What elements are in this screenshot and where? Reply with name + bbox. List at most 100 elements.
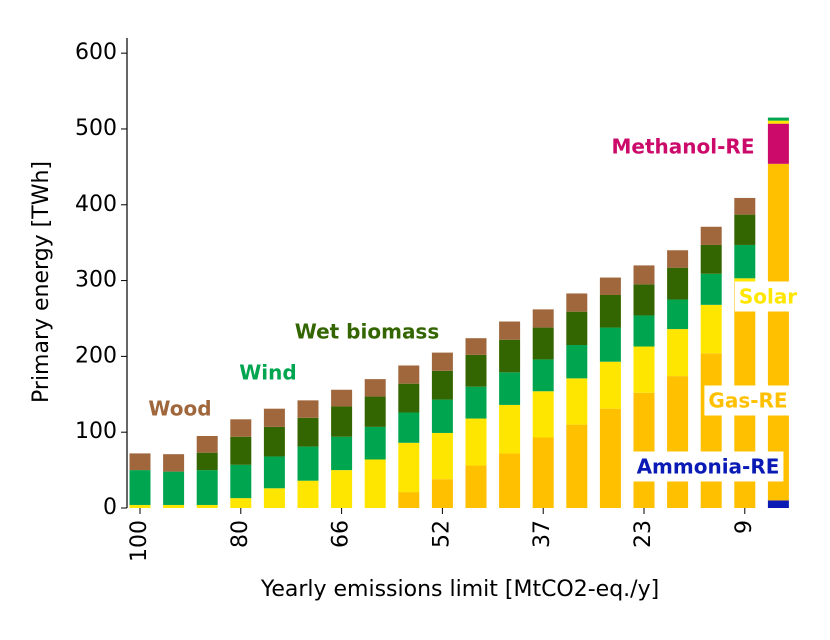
bar-segment: [196, 435, 218, 453]
bar-segment: [700, 304, 722, 354]
bar-segment: [129, 453, 151, 471]
y-tick-label: 0: [103, 495, 117, 520]
series-label-text: Methanol-RE: [612, 135, 755, 159]
bar-segment: [230, 419, 252, 437]
bar-segment: [532, 359, 554, 392]
bar-segment: [667, 250, 689, 268]
bar-segment: [431, 432, 453, 480]
bar-segment: [700, 353, 722, 508]
bar-segment: [767, 163, 789, 501]
bar-segment: [331, 470, 353, 508]
series-label-text: Solar: [739, 285, 797, 309]
bar-segment: [364, 426, 386, 460]
bar-segment: [263, 488, 285, 508]
bar-segment: [431, 352, 453, 371]
bar-segment: [499, 339, 521, 373]
bar-segment: [263, 456, 285, 489]
bar-segment: [431, 399, 453, 433]
series-label-text: Gas-RE: [708, 389, 787, 413]
bar-segment: [398, 365, 420, 384]
bar-segment: [163, 454, 185, 472]
x-tick-label: 52: [429, 520, 454, 548]
bar-segment: [633, 392, 655, 508]
bar-segment: [599, 408, 621, 508]
series-label: Ammonia-RE: [632, 451, 784, 482]
bar-segment: [465, 338, 487, 355]
x-tick-label: 100: [127, 520, 152, 562]
bar-segment: [767, 500, 789, 508]
bar-segment: [398, 412, 420, 443]
label-background: [704, 385, 792, 416]
y-tick-label: 400: [75, 192, 117, 217]
bar-segment: [667, 376, 689, 508]
bar-segment: [163, 504, 185, 508]
label-background: [290, 316, 444, 347]
series-label: Solar: [734, 281, 802, 312]
bar-segment: [667, 267, 689, 300]
series-label: Wind: [235, 357, 301, 388]
bar-segment: [734, 278, 756, 283]
bar-segment: [465, 465, 487, 508]
bar-segment: [297, 400, 319, 418]
y-tick-label: 600: [75, 40, 117, 65]
bar-segment: [633, 315, 655, 347]
bar-segment: [297, 446, 319, 481]
bar-segment: [599, 361, 621, 409]
label-background: [144, 393, 216, 424]
x-tick-label: 23: [631, 520, 656, 548]
x-axis-label: Yearly emissions limit [MtCO2-eq./y]: [260, 577, 659, 602]
bar-segment: [532, 309, 554, 328]
bar-segment: [364, 459, 386, 508]
bar-segment: [263, 408, 285, 427]
bar-segment: [499, 372, 521, 405]
bar-segment: [364, 379, 386, 397]
bar-segment: [599, 277, 621, 295]
x-tick-label: 37: [530, 520, 555, 548]
series-label-text: Wind: [239, 361, 296, 385]
bar-segment: [734, 197, 756, 215]
bar-segment: [431, 479, 453, 508]
y-tick-label: 300: [75, 268, 117, 293]
bar-segment: [364, 396, 386, 427]
bar-segment: [230, 436, 252, 465]
bar-segment: [129, 470, 151, 505]
bar-segment: [566, 378, 588, 425]
bar-segment: [331, 436, 353, 471]
series-label: Methanol-RE: [607, 131, 759, 162]
bar-segment: [196, 452, 218, 471]
x-tick-label: 80: [228, 520, 253, 548]
bar-segment: [566, 424, 588, 508]
bar-segment: [196, 470, 218, 505]
bar-segment: [633, 346, 655, 393]
bar-segment: [230, 464, 252, 499]
bar-segment: [532, 327, 554, 360]
bar-segment: [767, 123, 789, 164]
bar-segment: [129, 504, 151, 508]
bar-segment: [566, 311, 588, 346]
label-background: [235, 357, 301, 388]
label-background: [734, 281, 802, 312]
bar-segment: [499, 404, 521, 454]
bar-segment: [767, 117, 789, 121]
x-tick-label: 9: [732, 520, 757, 534]
bar-segment: [499, 321, 521, 340]
bar-segment: [465, 418, 487, 466]
y-axis-label: Primary energy [TWh]: [29, 161, 54, 403]
bar-segment: [532, 437, 554, 508]
bar-segment: [700, 226, 722, 245]
bar-segment: [566, 345, 588, 379]
bar-segment: [633, 284, 655, 316]
bar-segment: [700, 273, 722, 305]
bar-segment: [297, 480, 319, 508]
bar-segment: [230, 498, 252, 508]
series-label-text: Wood: [148, 397, 211, 421]
bar-segment: [734, 214, 756, 245]
bar-segment: [196, 504, 218, 508]
label-background: [607, 131, 759, 162]
bar-segment: [532, 391, 554, 438]
x-tick-label: 66: [329, 520, 354, 548]
bar-segment: [398, 442, 420, 493]
series-label: Wet biomass: [290, 316, 444, 347]
bar-segment: [263, 426, 285, 457]
